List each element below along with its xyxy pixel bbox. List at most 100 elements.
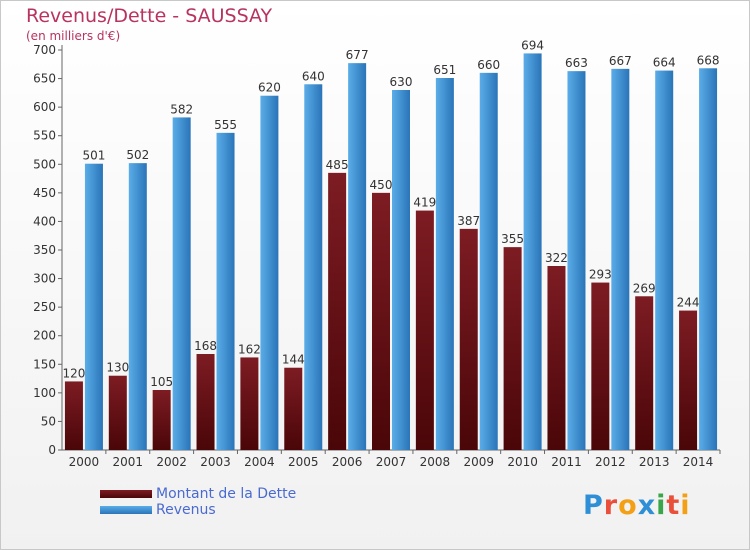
logo-letter: i bbox=[680, 490, 691, 521]
x-tick-label: 2011 bbox=[551, 455, 582, 469]
y-tick-label: 150 bbox=[33, 357, 56, 371]
revenus-bar bbox=[611, 68, 630, 450]
revenus-value-label: 501 bbox=[82, 149, 105, 163]
dette-value-label: 162 bbox=[238, 342, 261, 356]
revenus-value-label: 502 bbox=[126, 148, 149, 162]
y-tick-label: 650 bbox=[33, 72, 56, 86]
dette-bar bbox=[591, 282, 610, 450]
dette-value-label: 355 bbox=[501, 232, 524, 246]
revenus-bar bbox=[435, 78, 454, 450]
dette-value-label: 293 bbox=[589, 268, 612, 282]
legend-label-dette: Montant de la Dette bbox=[156, 486, 297, 502]
y-tick-label: 350 bbox=[33, 243, 56, 257]
legend-item-revenus: Revenus bbox=[100, 502, 296, 518]
dette-value-label: 419 bbox=[413, 196, 436, 210]
dette-value-label: 485 bbox=[326, 158, 349, 172]
dette-bar bbox=[152, 390, 171, 450]
dette-bar bbox=[240, 357, 259, 450]
revenus-bar bbox=[479, 72, 498, 450]
dette-value-label: 120 bbox=[62, 366, 85, 380]
dette-bar bbox=[415, 210, 434, 450]
revenus-value-label: 677 bbox=[346, 48, 369, 62]
x-tick-label: 2006 bbox=[332, 455, 363, 469]
y-tick-label: 400 bbox=[33, 214, 56, 228]
y-tick-label: 100 bbox=[33, 386, 56, 400]
logo-letter: t bbox=[666, 490, 681, 521]
dette-value-label: 168 bbox=[194, 339, 217, 353]
revenus-value-label: 664 bbox=[653, 56, 676, 70]
revenus-bar bbox=[699, 68, 718, 451]
revenus-value-label: 582 bbox=[170, 102, 193, 116]
revenus-value-label: 620 bbox=[258, 81, 281, 95]
dette-bar bbox=[108, 375, 127, 450]
revenus-value-label: 668 bbox=[697, 53, 720, 67]
chart-legend: Montant de la Dette Revenus bbox=[100, 486, 296, 518]
logo-letter: r bbox=[603, 490, 619, 521]
legend-swatch-revenus bbox=[100, 506, 152, 514]
revenus-value-label: 663 bbox=[565, 56, 588, 70]
y-tick-label: 500 bbox=[33, 157, 56, 171]
x-tick-label: 2003 bbox=[200, 455, 231, 469]
legend-swatch-dette bbox=[100, 490, 152, 498]
bar-chart: 0 50 100 150 200 250 300 350 400 450 500 550 600 650 7… bbox=[33, 38, 721, 469]
dette-bar bbox=[679, 310, 698, 450]
dette-value-label: 322 bbox=[545, 251, 568, 265]
dette-value-label: 269 bbox=[633, 281, 656, 295]
dette-bar bbox=[196, 354, 215, 450]
dette-bar bbox=[547, 266, 566, 450]
legend-item-dette: Montant de la Dette bbox=[100, 486, 296, 502]
revenus-value-label: 651 bbox=[433, 63, 456, 77]
dette-value-label: 244 bbox=[677, 296, 700, 310]
y-tick-label: 450 bbox=[33, 186, 56, 200]
revenus-value-label: 640 bbox=[302, 69, 325, 83]
revenus-bar bbox=[84, 163, 103, 450]
y-tick-label: 300 bbox=[33, 272, 56, 286]
x-tick-label: 2000 bbox=[69, 455, 100, 469]
x-tick-label: 2012 bbox=[595, 455, 626, 469]
proxiti-logo: Proxiti bbox=[583, 490, 691, 521]
revenus-bar bbox=[523, 53, 542, 451]
x-tick-label: 2007 bbox=[376, 455, 407, 469]
dette-bar bbox=[328, 172, 347, 450]
dette-value-label: 130 bbox=[106, 361, 129, 375]
revenus-bar bbox=[128, 163, 147, 450]
revenus-bar bbox=[216, 132, 235, 450]
dette-bar bbox=[503, 247, 522, 450]
revenus-bar bbox=[567, 71, 586, 451]
dette-bar bbox=[64, 381, 83, 450]
y-tick-label: 200 bbox=[33, 329, 56, 343]
revenus-value-label: 630 bbox=[390, 75, 413, 89]
x-tick-label: 2010 bbox=[507, 455, 538, 469]
y-tick-label: 600 bbox=[33, 100, 56, 114]
chart-title: Revenus/Dette - SAUSSAY bbox=[26, 5, 273, 27]
chart-subtitle: (en milliers d'€) bbox=[26, 29, 121, 43]
dette-value-label: 144 bbox=[282, 353, 305, 367]
revenus-value-label: 555 bbox=[214, 118, 237, 132]
dette-value-label: 387 bbox=[457, 214, 480, 228]
logo-letter: P bbox=[583, 490, 604, 521]
revenus-value-label: 667 bbox=[609, 54, 632, 68]
legend-label-revenus: Revenus bbox=[156, 502, 216, 518]
dette-bar bbox=[372, 192, 390, 450]
x-tick-label: 2005 bbox=[288, 455, 319, 469]
dette-value-label: 450 bbox=[370, 178, 393, 192]
revenus-bar bbox=[655, 70, 674, 451]
dette-bar bbox=[284, 367, 303, 450]
revenus-value-label: 694 bbox=[521, 38, 544, 52]
x-tick-label: 2014 bbox=[683, 455, 714, 469]
x-tick-label: 2001 bbox=[113, 455, 144, 469]
x-tick-label: 2009 bbox=[463, 455, 494, 469]
revenus-value-label: 660 bbox=[477, 58, 500, 72]
y-tick-label: 550 bbox=[33, 129, 56, 143]
y-tick-label: 250 bbox=[33, 300, 56, 314]
logo-letter: i bbox=[656, 490, 667, 521]
x-tick-label: 2013 bbox=[639, 455, 670, 469]
dette-value-label: 105 bbox=[150, 375, 173, 389]
dette-bar bbox=[635, 296, 654, 450]
x-tick-label: 2002 bbox=[156, 455, 187, 469]
revenus-bar bbox=[348, 63, 367, 451]
revenus-bar bbox=[260, 95, 279, 450]
x-tick-label: 2008 bbox=[420, 455, 451, 469]
dette-bar bbox=[459, 228, 478, 450]
logo-letter: o bbox=[618, 490, 638, 521]
